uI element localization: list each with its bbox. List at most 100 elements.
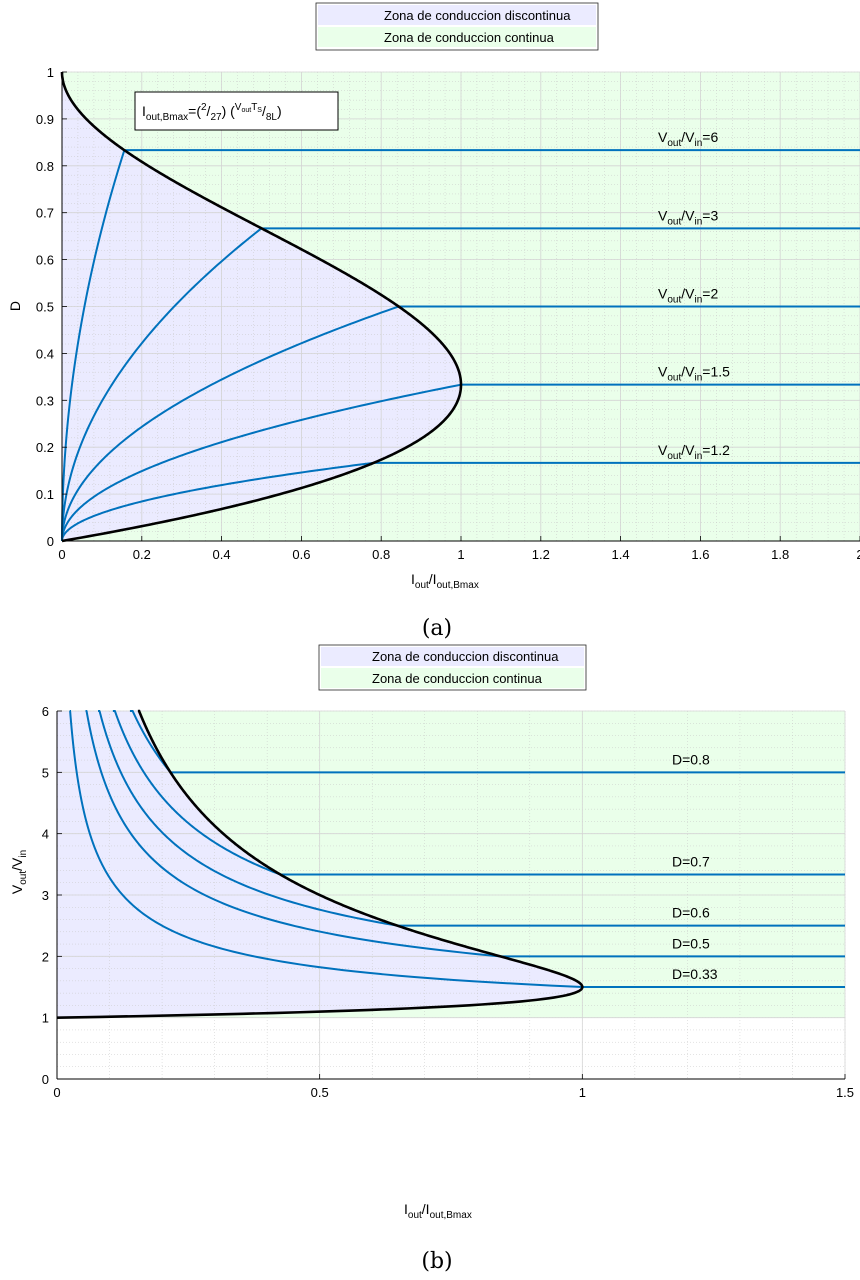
series-label-a-3-val: =1.5 bbox=[702, 364, 730, 380]
series-label-a-3-v-sub: out bbox=[667, 373, 681, 384]
series-label-a-3-in-sub: in bbox=[694, 373, 702, 384]
x-tick-label-a: 0.4 bbox=[213, 547, 231, 562]
series-label-a-0: Vout/Vin=6 bbox=[658, 129, 718, 149]
series-label-a-4: Vout/Vin=1.2 bbox=[658, 442, 730, 462]
y-tick-label-a: 0.8 bbox=[36, 159, 54, 174]
y-tick-label-a: 0.3 bbox=[36, 393, 54, 408]
formula-mid: ) ( bbox=[222, 103, 236, 119]
series-dcm-curve-a-4 bbox=[61, 461, 374, 542]
x-tick-label-a: 1 bbox=[457, 547, 464, 562]
x-tick-label-a: 0.2 bbox=[133, 547, 151, 562]
legend-b-swatch-0 bbox=[321, 647, 584, 666]
formula-eq: =( bbox=[188, 103, 201, 119]
formula-box bbox=[134, 91, 339, 131]
legend-a-entry-0: Zona de conduccion discontinua bbox=[384, 8, 571, 23]
series-dcm-curve-a-0 bbox=[61, 149, 126, 541]
series-label-a-0-in-sub: in bbox=[694, 138, 702, 149]
xlabel-a-mid: /I bbox=[429, 571, 437, 587]
formula-annotation: Iout,Bmax=(2/27) (VoutTS/8L) bbox=[134, 91, 339, 131]
formula-den: 27 bbox=[210, 112, 222, 123]
formula-v: V bbox=[235, 102, 242, 113]
series-dcm-curve-a-3 bbox=[61, 383, 462, 542]
y-tick-label-a: 0.7 bbox=[36, 206, 54, 221]
series-label-a-4-in-sub: in bbox=[694, 451, 702, 462]
x-tick-label-a: 1.2 bbox=[532, 547, 550, 562]
y-tick-label-a: 0.2 bbox=[36, 440, 54, 455]
formula-den2: 8L bbox=[266, 112, 278, 123]
series-dcm-curve-b-1 bbox=[112, 710, 281, 876]
series-label-a-4-v: V bbox=[658, 442, 668, 458]
x-tick-label-b: 0 bbox=[53, 1085, 60, 1100]
xlabel-b-mid: /I bbox=[422, 1201, 430, 1217]
xlabel-a-sub2: out,Bmax bbox=[437, 580, 479, 591]
series-label-a-1-slash: /V bbox=[681, 207, 695, 223]
xlabel-a-main: I bbox=[411, 571, 415, 587]
series-label-a-0-v: V bbox=[658, 129, 668, 145]
series-label-a-2-in-sub: in bbox=[694, 295, 702, 306]
series-label-a-3-v: V bbox=[658, 364, 668, 380]
x-tick-label-a: 0 bbox=[58, 547, 65, 562]
series-label-a-2-v: V bbox=[658, 286, 668, 302]
series-label-b-3: D=0.5 bbox=[672, 935, 710, 951]
series-label-a-3-slash: /V bbox=[681, 364, 695, 380]
series-dcm-curve-b-4 bbox=[69, 710, 583, 988]
y-tick-label-a: 0.6 bbox=[36, 253, 54, 268]
x-tick-label-a: 2 bbox=[856, 547, 860, 562]
y-tick-label-b: 1 bbox=[42, 1011, 49, 1026]
x-tick-label-b: 1 bbox=[579, 1085, 586, 1100]
series-label-b-1: D=0.7 bbox=[672, 854, 710, 870]
legend-b: Zona de conduccion discontinua Zona de c… bbox=[318, 644, 587, 691]
y-tick-label-b: 2 bbox=[42, 949, 49, 964]
xlabel-b-main: I bbox=[404, 1201, 408, 1217]
chart-a: Zona de conduccion discontinua Zona de c… bbox=[7, 2, 860, 641]
y-tick-label-a: 0.5 bbox=[36, 300, 54, 315]
x-tick-label-a: 1.6 bbox=[691, 547, 709, 562]
y-tick-label-a: 0.4 bbox=[36, 346, 54, 361]
formula-t-sub: S bbox=[257, 107, 262, 114]
series-dcm-curve-b-0 bbox=[129, 710, 172, 773]
y-tick-label-b: 6 bbox=[42, 704, 49, 719]
series-dcm-curve-a-1 bbox=[61, 227, 263, 542]
y-tick-label-a: 0.9 bbox=[36, 112, 54, 127]
xlabel-b-sub1: out bbox=[408, 1210, 422, 1221]
formula-left: I bbox=[142, 103, 146, 119]
subfigure-label-b: (b) bbox=[421, 1249, 452, 1274]
legend-b-swatch-1 bbox=[321, 668, 584, 688]
chart-b: Zona de conduccion discontinua Zona de c… bbox=[9, 644, 854, 1274]
series-label-a-0-val: =6 bbox=[702, 129, 718, 145]
formula-t: T bbox=[251, 102, 257, 113]
series-label-a-2-val: =2 bbox=[702, 286, 718, 302]
legend-b-entry-0: Zona de conduccion discontinua bbox=[372, 649, 559, 664]
series-dcm-curve-b-3 bbox=[85, 710, 501, 958]
series-label-a-4-slash: /V bbox=[681, 442, 695, 458]
series-label-a-1-v: V bbox=[658, 207, 668, 223]
series-label-a-1-in-sub: in bbox=[694, 216, 702, 227]
y-tick-label-b: 3 bbox=[42, 888, 49, 903]
y-tick-label-a: 0.1 bbox=[36, 487, 54, 502]
series-label-b-4: D=0.33 bbox=[672, 966, 718, 982]
series-label-a-1: Vout/Vin=3 bbox=[658, 207, 718, 227]
ylabel-b-sub1: out bbox=[18, 871, 29, 885]
x-tick-label-a: 1.8 bbox=[771, 547, 789, 562]
legend-a-swatch-0 bbox=[318, 5, 596, 25]
y-tick-label-a: 1 bbox=[47, 65, 54, 80]
legend-b-entry-1: Zona de conduccion continua bbox=[372, 671, 543, 686]
series-label-a-2: Vout/Vin=2 bbox=[658, 286, 718, 306]
series-dcm-curve-a-2 bbox=[61, 305, 399, 542]
series-label-b-0: D=0.8 bbox=[672, 751, 710, 767]
zone-discontinuous-b bbox=[57, 711, 583, 1018]
legend-a-entry-1: Zona de conduccion continua bbox=[384, 30, 555, 45]
formula-v-sub: out bbox=[241, 107, 251, 114]
y-tick-label-b: 5 bbox=[42, 765, 49, 780]
xlabel-a: Iout/Iout,Bmax bbox=[411, 571, 479, 591]
ylabel-a: D bbox=[7, 301, 23, 311]
plot-area-a: Vout/Vin=6Vout/Vin=3Vout/Vin=2Vout/Vin=1… bbox=[36, 65, 860, 562]
xlabel-b-sub2: out,Bmax bbox=[430, 1210, 472, 1221]
ylabel-b: Vout/Vin bbox=[9, 850, 29, 894]
series-label-a-1-v-sub: out bbox=[667, 216, 681, 227]
xlabel-b: Iout/Iout,Bmax bbox=[404, 1201, 472, 1221]
formula-num: 2 bbox=[201, 102, 207, 113]
formula-close: ) bbox=[277, 103, 282, 119]
y-tick-label-b: 0 bbox=[42, 1072, 49, 1087]
series-label-a-1-val: =3 bbox=[702, 207, 718, 223]
